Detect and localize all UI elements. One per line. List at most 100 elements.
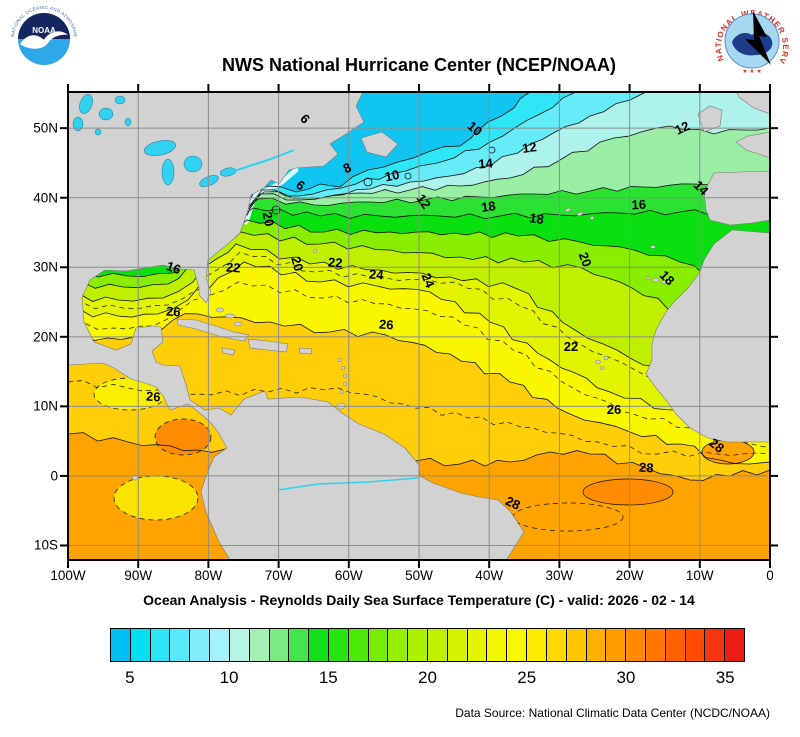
patch-contour <box>582 478 674 506</box>
colorbar-tick-label: 35 <box>715 668 735 687</box>
contour-label-12: 12 <box>521 139 537 156</box>
colorbar-tick-label: 10 <box>219 668 239 687</box>
colorbar-cell <box>388 629 409 661</box>
contour-label-26: 26 <box>146 389 161 405</box>
island <box>233 321 243 327</box>
x-axis-label: 0 <box>766 568 774 583</box>
contour-label-10: 10 <box>383 167 400 185</box>
island <box>215 307 225 313</box>
sst-patch <box>114 476 198 520</box>
island <box>564 208 572 212</box>
noaa-gull-icon <box>20 31 68 49</box>
data-source: Data Source: National Climatic Data Cent… <box>455 706 770 720</box>
x-axis-label: 40W <box>475 568 504 583</box>
x-axis-label: 100W <box>50 568 86 583</box>
y-axis-label: 30N <box>33 259 58 275</box>
colorbar-cell <box>606 629 627 661</box>
noaa-logo: NATIONAL OCEANIC AND ATMOSPHERIC ADMINIS… <box>6 0 80 74</box>
island <box>650 245 656 249</box>
colorbar-cell <box>229 629 250 661</box>
island <box>576 212 584 216</box>
contour-label-22: 22 <box>564 339 578 354</box>
colorbar-cell <box>665 629 686 661</box>
colorbar-cell <box>111 629 131 661</box>
island <box>339 389 345 395</box>
colorbar-cell <box>566 629 587 661</box>
noaa-wordmark: NOAA <box>32 26 56 35</box>
y-axis-label: 20N <box>33 329 58 345</box>
y-axis-label: 50N <box>33 120 58 136</box>
isotherm-dashed-27 <box>67 380 771 458</box>
colorbar <box>110 628 745 662</box>
eddy-contour <box>271 205 281 215</box>
island <box>603 355 609 361</box>
lake <box>183 155 203 173</box>
contour-label-28: 28 <box>503 493 522 513</box>
land-mass <box>298 347 313 355</box>
sst-map: 6 6 8 10 10 12 12 12 14 14 16 16 18 18 18 20 20 20 22 22 22 2… <box>60 84 778 568</box>
colorbar-cell <box>328 629 349 661</box>
contour-label-26: 26 <box>379 317 394 333</box>
isotherm-dashed-25 <box>67 281 771 449</box>
colorbar-cell <box>586 629 607 661</box>
land-mass <box>221 347 236 356</box>
colorbar-cell <box>725 629 744 661</box>
island <box>312 249 318 253</box>
contour-label-16: 16 <box>631 197 646 213</box>
colorbar-cell <box>507 629 528 661</box>
isotherm-28 <box>67 432 771 481</box>
contour-label-26: 26 <box>607 402 621 417</box>
lake <box>124 117 132 127</box>
lake <box>72 116 84 132</box>
colorbar-cell <box>249 629 270 661</box>
x-axis-label: 90W <box>124 568 153 583</box>
island <box>342 373 348 379</box>
land-mass <box>645 229 771 443</box>
land-mass <box>67 91 525 561</box>
isotherm-26 <box>67 313 771 465</box>
eddy-contour <box>404 172 412 180</box>
x-axis-label: 50W <box>405 568 433 583</box>
island <box>595 359 601 365</box>
colorbar-cell <box>645 629 666 661</box>
lake <box>199 175 219 187</box>
page-title: NWS National Hurricane Center (NCEP/NOAA… <box>221 55 617 75</box>
contour-label-26: 26 <box>166 304 181 320</box>
lake <box>161 158 175 186</box>
contour-label-18: 18 <box>528 210 544 227</box>
island <box>337 357 343 363</box>
nws-logo: NATIONAL WEATHER SERVICE★ ★ ★ <box>709 0 792 80</box>
colorbar-cell <box>487 629 508 661</box>
cold-shelf-band <box>243 167 299 225</box>
contour-label-20: 20 <box>288 255 306 273</box>
colorbar-cell <box>269 629 290 661</box>
y-axis-label: 10S <box>33 537 58 553</box>
x-axis-label: 80W <box>194 568 223 583</box>
patch-contour <box>154 418 212 456</box>
land-mass <box>176 318 250 342</box>
y-axis-label: 0 <box>50 468 58 484</box>
colorbar-cell <box>190 629 211 661</box>
land-mass <box>697 105 723 133</box>
x-axis-label: 30W <box>545 568 574 583</box>
colorbar-cell <box>408 629 428 661</box>
contour-label-22: 22 <box>226 260 241 276</box>
y-axis-label: 40N <box>33 190 58 206</box>
lake <box>144 140 176 156</box>
land-mass <box>360 131 399 158</box>
colorbar-cell <box>170 629 191 661</box>
contour-label-28: 28 <box>639 460 654 476</box>
isotherm-22 <box>67 243 771 387</box>
x-axis-label: 60W <box>334 568 363 583</box>
island <box>131 475 139 481</box>
colorbar-cell <box>705 629 726 661</box>
colorbar-cell <box>447 629 468 661</box>
contour-label-24: 24 <box>369 267 385 283</box>
colorbar-cell <box>368 629 389 661</box>
contour-label-12: 12 <box>672 118 691 138</box>
nws-stars: ★ ★ ★ <box>742 68 761 75</box>
contour-label-12: 12 <box>413 191 434 211</box>
island <box>589 216 595 220</box>
